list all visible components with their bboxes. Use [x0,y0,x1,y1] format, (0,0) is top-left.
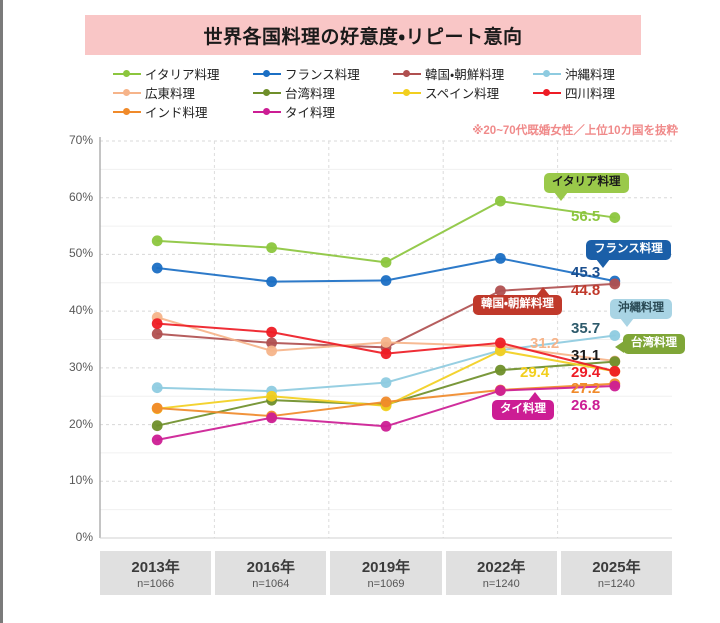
legend-label: イタリア料理 [145,68,220,82]
x-axis-category: 2019年 n=1069 [330,551,442,595]
x-axis-category: 2022年 n=1240 [445,551,557,595]
legend-label: スペイン料理 [425,87,500,101]
legend-label: フランス料理 [285,68,360,82]
data-point-value-label: 56.5 [571,208,601,225]
x-axis-sample-size-label: n=1064 [252,578,290,590]
legend-swatch-icon [533,69,561,79]
callout-tail-icon [528,392,542,401]
data-point-value-label: 29.4 [520,364,550,381]
series-callout-label: 沖縄料理 [618,302,664,314]
y-axis-tick-label: 60% [68,189,93,204]
data-point-value-label: 27.2 [571,380,601,397]
x-axis-sample-size-label: n=1240 [482,578,520,590]
y-axis-tick-label: 0% [75,530,93,544]
legend-item: 沖縄料理 [533,64,653,83]
y-axis-tick-label: 20% [68,416,93,431]
x-axis-sample-size-label: n=1069 [367,578,405,590]
legend-item: 韓国・朝鮮料理 [393,64,533,83]
data-point-value-label: 45.3 [571,264,601,281]
series-callout-label: 台湾料理 [631,337,677,349]
legend-label: 広東料理 [145,87,196,101]
legend-item: スペイン料理 [393,83,533,102]
legend-swatch-icon [253,69,281,79]
legend-swatch-icon [253,88,281,98]
series-callout: タイ料理 [492,392,554,420]
series-callout-label: タイ料理 [500,403,546,415]
y-axis-tick-label: 50% [68,246,93,261]
page-title: 世界各国料理の好意度・リピート意向 [203,26,523,48]
callout-tail-icon [620,317,634,327]
x-axis-year-label: 2019年 [361,559,411,576]
plot-area [3,0,720,623]
legend-item: 台湾料理 [253,83,393,102]
x-axis-category: 2016年 n=1064 [215,551,327,595]
y-axis-tick-label: 70% [68,133,93,147]
plot-svg [99,137,672,539]
legend-swatch-icon [113,69,141,79]
legend-swatch-icon [393,88,421,98]
x-axis-year-label: 2022年 [477,559,526,576]
x-axis: 2013年 n=1066 2016年 n=1064 2019年 n=1069 2022年 n=… [100,551,673,595]
series-callout: イタリア料理 [544,173,629,201]
y-axis-tick-label: 30% [68,359,93,374]
data-point-value-label: 35.7 [571,320,601,337]
data-point-value-label: 44.8 [571,282,601,299]
legend-label: 四川料理 [565,87,616,101]
x-axis-sample-size-label: n=1066 [137,578,175,590]
legend-item: 広東料理 [113,83,253,102]
x-axis-sample-size-label: n=1240 [597,578,635,590]
series-callout-label: 韓国・朝鮮料理 [481,298,554,310]
legend-label: インド料理 [145,106,208,120]
y-axis-tick-label: 10% [68,473,93,488]
series-callout: フランス料理 [586,240,671,268]
legend-label: タイ料理 [285,106,336,120]
chart-title-bar: 世界各国料理の好意度・リピート意向 [85,15,641,55]
chart-note: ※20~70代既婚女性／上位10カ国を抜粋 [472,125,678,137]
legend-item: イタリア料理 [113,64,253,83]
legend-swatch-icon [393,69,421,79]
legend-swatch-icon [113,88,141,98]
x-axis-category: 2013年 n=1066 [100,551,212,595]
x-axis-year-label: 2025年 [592,559,641,576]
chart-legend: イタリア料理 フランス料理 韓国・朝鮮料理 沖縄料理広東料理 台湾料理 スペイン料理 四川料… [113,64,653,121]
x-axis-year-label: 2013年 [131,559,180,576]
callout-tail-icon [535,287,550,296]
series-callout: 沖縄料理 [610,299,672,327]
legend-swatch-icon [533,88,561,98]
data-point-value-label: 31.2 [530,335,560,352]
series-callout-label: イタリア料理 [552,176,621,188]
data-point-value-label: 29.4 [571,364,601,381]
legend-item: タイ料理 [253,102,393,121]
y-axis-tick-label: 40% [68,303,93,318]
legend-label: 台湾料理 [285,87,336,101]
legend-label: 韓国・朝鮮料理 [425,68,505,82]
legend-swatch-icon [113,107,141,117]
legend-item: インド料理 [113,102,253,121]
series-callout: 台湾料理 [615,334,685,354]
legend-label: 沖縄料理 [565,68,616,82]
legend-swatch-icon [253,107,281,117]
callout-tail-icon [554,191,568,201]
series-callout-label: フランス料理 [594,243,663,255]
series-callout: 韓国・朝鮮料理 [473,287,562,315]
legend-item: フランス料理 [253,64,393,83]
legend-item: 四川料理 [533,83,653,102]
x-axis-category: 2025年 n=1240 [560,551,673,595]
data-point-value-label: 26.8 [571,397,601,414]
data-point-value-label: 31.1 [571,347,601,364]
callout-tail-icon [615,341,624,353]
x-axis-year-label: 2016年 [246,559,295,576]
callout-tail-icon [596,258,610,268]
